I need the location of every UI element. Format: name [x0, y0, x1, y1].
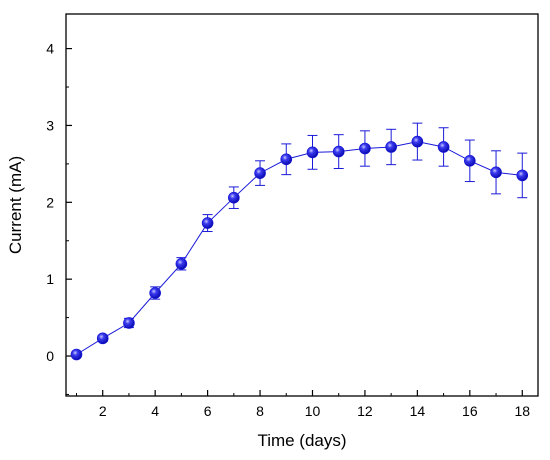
data-point [359, 142, 371, 155]
x-tick-label: 18 [514, 403, 530, 419]
data-point [332, 145, 345, 158]
x-tick-label: 10 [305, 403, 321, 419]
data-point [490, 166, 502, 179]
data-point [149, 287, 161, 299]
data-point [385, 141, 397, 153]
x-tick-label: 2 [99, 403, 107, 419]
data-point [280, 153, 293, 166]
y-axis-title: Current (mA) [6, 156, 25, 254]
data-point [123, 317, 135, 329]
y-tick-label: 1 [46, 271, 54, 287]
x-tick-label: 8 [256, 403, 264, 419]
x-axis-title: Time (days) [257, 431, 346, 450]
x-tick-label: 16 [462, 403, 478, 419]
y-tick-label: 2 [46, 194, 54, 210]
data-point [254, 167, 266, 179]
x-tick-label: 12 [357, 403, 373, 419]
data-point [306, 146, 319, 159]
y-tick-label: 4 [46, 41, 54, 57]
y-tick-label: 3 [46, 117, 54, 133]
data-point [437, 141, 450, 153]
series-line [76, 141, 523, 355]
x-tick-label: 6 [204, 403, 212, 419]
x-tick-label: 14 [410, 403, 426, 419]
data-point [516, 169, 529, 182]
plot-frame [65, 13, 539, 397]
data-layer [70, 122, 529, 361]
data-point [96, 332, 109, 345]
data-point [70, 348, 83, 361]
x-tick-label: 4 [151, 403, 159, 419]
data-point [464, 155, 476, 167]
data-point [411, 135, 424, 148]
data-point [228, 191, 240, 204]
y-tick-label: 0 [46, 348, 54, 364]
data-point [175, 257, 188, 270]
data-point [201, 217, 214, 229]
